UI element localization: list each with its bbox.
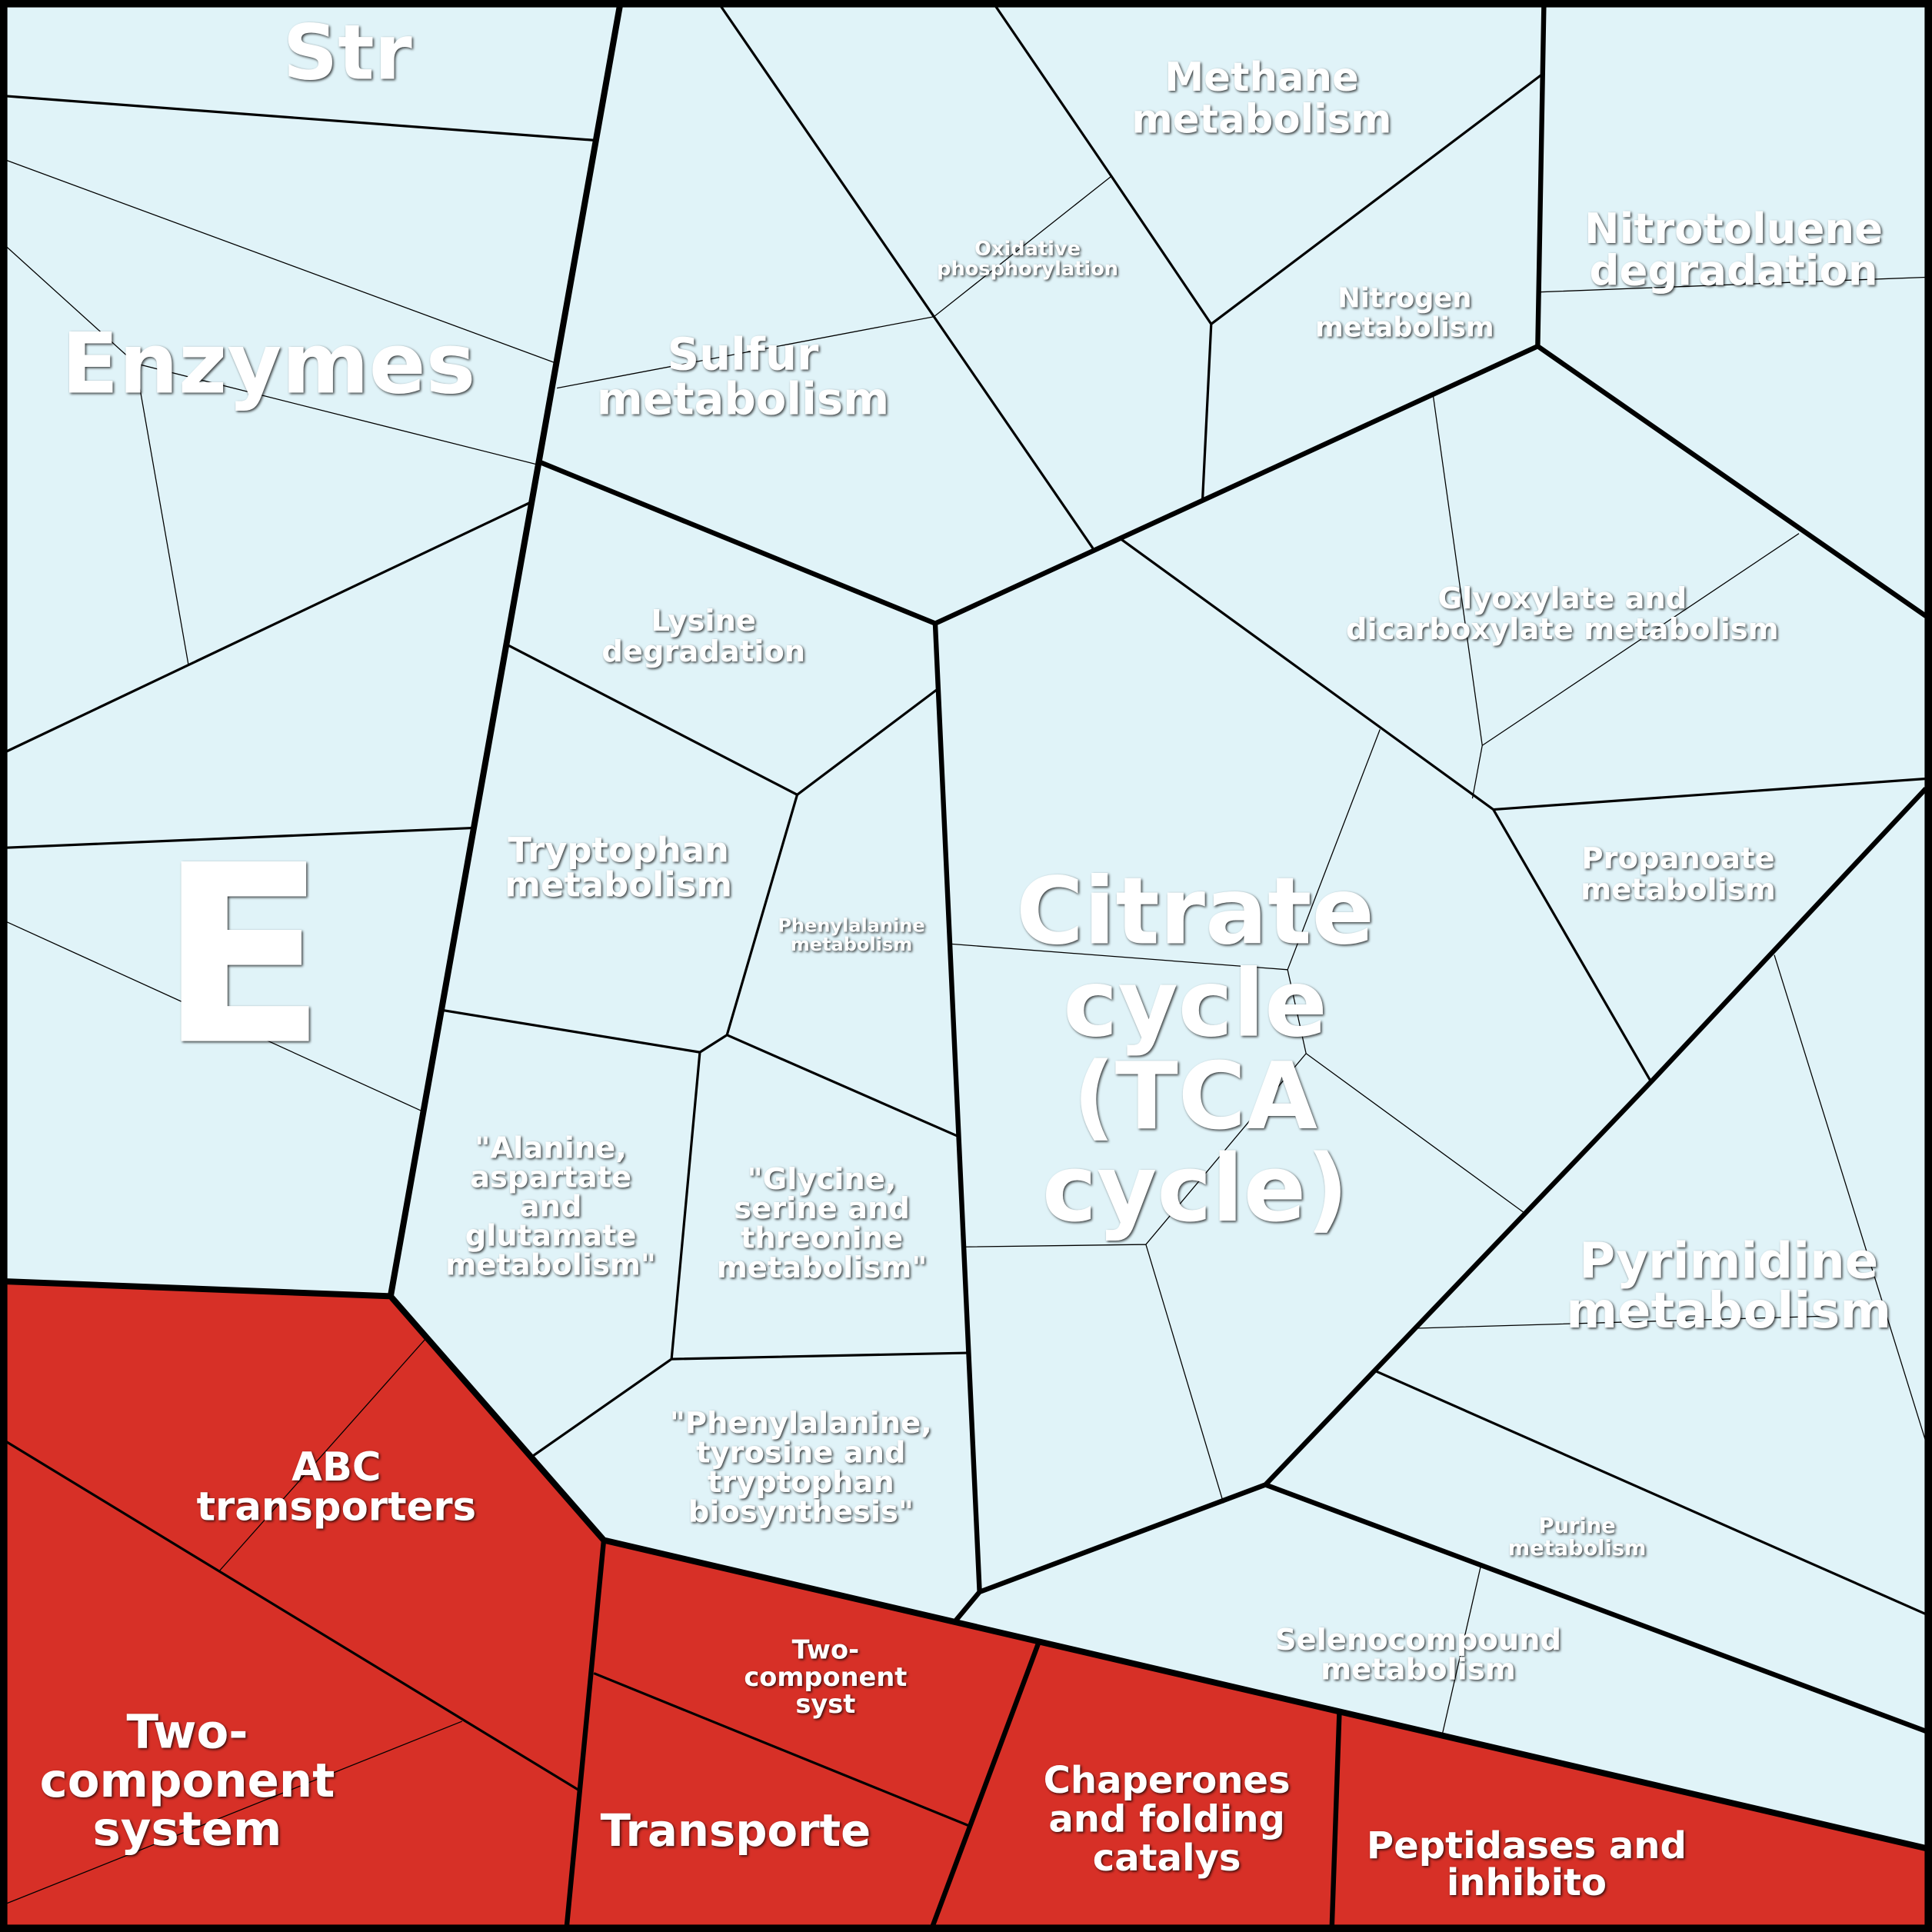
label-line: system: [93, 1802, 282, 1857]
label-line: Peptidases and: [1367, 1824, 1687, 1867]
cell-label: Transporte: [601, 1804, 871, 1856]
label-line: metabolism: [597, 372, 889, 425]
cell-label: Chaperones and folding catalys: [1044, 1759, 1291, 1880]
cell-label: "Glycine, serine and threonine metabolism": [717, 1161, 928, 1284]
label-line: serine and: [734, 1191, 910, 1226]
label-line: transporters: [197, 1484, 477, 1531]
cell-label: Selenocompound metabolism: [1275, 1622, 1561, 1686]
cell-label: Two-component system: [40, 1704, 335, 1857]
label-line: Propanoate: [1581, 841, 1774, 876]
cell-label: E: [158, 812, 327, 1099]
label-line: glutamate: [465, 1218, 637, 1253]
label-line: metabolism: [1315, 312, 1494, 344]
cell-label: Str: [283, 9, 412, 98]
cell-label: Citrate cycle (TCA cycle): [1016, 858, 1374, 1242]
cell-label: Methane metabolism: [1131, 55, 1391, 142]
label-line: component: [40, 1754, 335, 1808]
label-line: metabolism: [791, 934, 912, 955]
cell-label: Oxidative phosphorylation: [937, 238, 1118, 281]
cell-label: "Phenylalanine, tyrosine and tryptophan bio…: [670, 1405, 932, 1528]
cell-label: "Alanine, aspartate and glutamate metabolism…: [445, 1131, 656, 1282]
label-line: metabolism: [1566, 1282, 1891, 1339]
label-line: Purine: [1539, 1514, 1616, 1537]
cell-label: Propanoate metabolism: [1581, 841, 1776, 907]
label-line: metabolism: [505, 864, 732, 904]
label-line: tryptophan: [708, 1464, 894, 1499]
label-line: Pyrimidine: [1579, 1233, 1878, 1290]
label-line: syst: [795, 1689, 855, 1719]
label-line: metabolism: [1321, 1652, 1516, 1687]
label-line: Tryptophan: [508, 830, 729, 871]
label-line: Methane: [1164, 55, 1359, 101]
cell-label: Nitrogen metabolism: [1315, 282, 1494, 343]
label-line: dicarboxylate metabolism: [1346, 612, 1779, 647]
label-line: and folding: [1048, 1798, 1285, 1841]
red-region: [6, 1281, 1926, 1926]
label-line: Nitrogen: [1337, 282, 1471, 314]
cell-label: ABC transporters: [197, 1444, 477, 1530]
label-line: Lysine: [651, 604, 756, 638]
label-line: Two-: [126, 1704, 248, 1759]
label-line: phosphorylation: [937, 258, 1118, 281]
label-line: cycle): [1042, 1135, 1348, 1243]
label-line: Phenylalanine: [778, 915, 924, 937]
label-line: Str: [283, 9, 412, 98]
cell-label: Enzymes: [62, 315, 476, 412]
label-line: (TCA: [1073, 1043, 1317, 1151]
cell-label: Phenylalanine metabolism: [778, 915, 924, 955]
label-line: Enzymes: [62, 315, 476, 412]
label-line: Sulfur: [668, 328, 819, 380]
cell-label: Nitrotoluene degradation: [1584, 204, 1883, 295]
label-line: Chaperones: [1044, 1759, 1291, 1802]
label-line: metabolism: [1581, 872, 1776, 907]
label-line: threonine: [741, 1221, 903, 1255]
cell-label: Sulfur metabolism: [597, 328, 889, 425]
label-line: metabolism: [1508, 1536, 1647, 1560]
label-line: "Glycine,: [748, 1161, 897, 1196]
label-line: "Alanine,: [475, 1131, 626, 1165]
label-line: degradation: [1590, 246, 1878, 295]
label-line: Oxidative: [974, 238, 1081, 261]
label-line: metabolism: [1131, 97, 1391, 143]
label-line: metabolism": [717, 1251, 928, 1285]
label-line: "Phenylalanine,: [670, 1405, 932, 1440]
label-line: biosynthesis": [688, 1494, 914, 1529]
label-line: degradation: [601, 635, 805, 669]
label-line: aspartate: [470, 1160, 631, 1194]
label-line: Nitrotoluene: [1584, 204, 1883, 253]
label-line: Two-: [792, 1634, 859, 1664]
label-line: inhibito: [1447, 1861, 1607, 1904]
cell-label: Two-component syst: [744, 1634, 907, 1718]
cell-label: Peptidases and inhibito: [1367, 1824, 1687, 1904]
label-line: ABC: [291, 1444, 381, 1491]
label-line: and: [520, 1189, 582, 1224]
label-line: E: [158, 812, 327, 1099]
cell-label: Pyrimidine metabolism: [1566, 1233, 1891, 1339]
cell-label: Tryptophan metabolism: [505, 830, 732, 905]
label-line: catalys: [1093, 1837, 1241, 1880]
cell-label: Lysine degradation: [601, 604, 805, 669]
label-line: tyrosine and: [696, 1435, 905, 1470]
cell-label: Purine metabolism: [1508, 1514, 1647, 1560]
label-line: component: [744, 1661, 907, 1691]
label-line: Glyoxylate and: [1437, 581, 1687, 616]
label-line: Transporte: [601, 1804, 871, 1856]
label-line: metabolism": [445, 1247, 656, 1282]
label-line: Citrate: [1016, 858, 1374, 965]
cell-label: Glyoxylate and dicarboxylate metabolism: [1346, 581, 1779, 647]
label-line: cycle: [1063, 950, 1327, 1058]
label-line: Selenocompound: [1275, 1622, 1561, 1657]
